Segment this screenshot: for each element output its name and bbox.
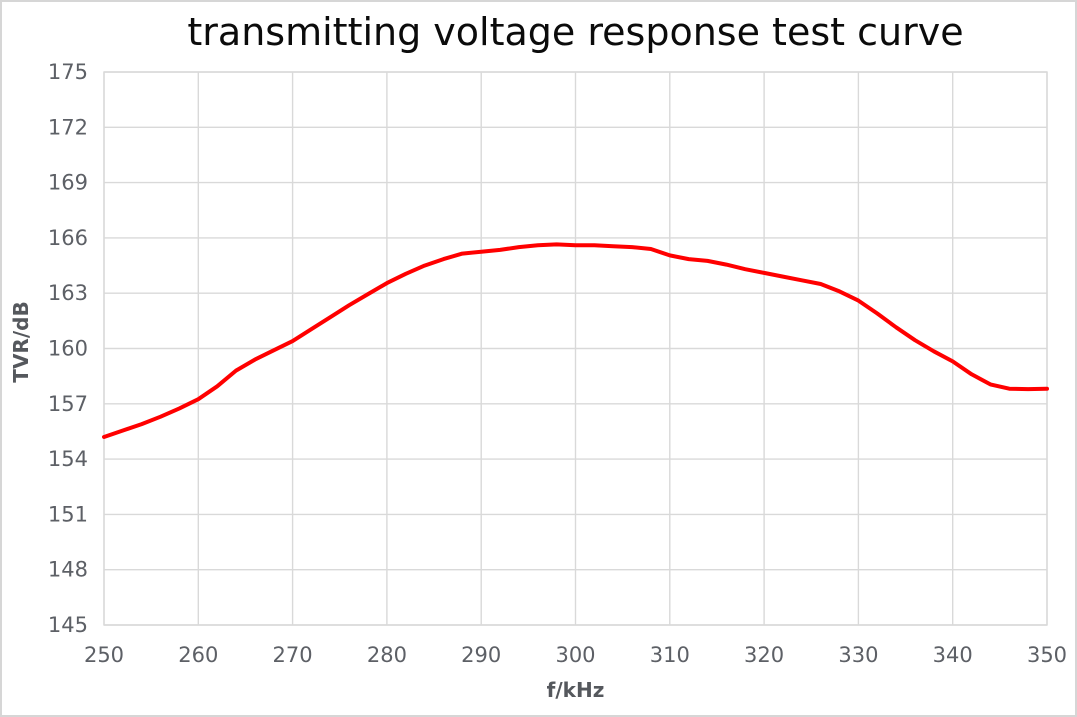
- y-tick-label: 160: [48, 337, 88, 361]
- x-axis-title: f/kHz: [546, 678, 605, 702]
- y-tick-label: 151: [48, 502, 88, 526]
- x-tick-label: 270: [273, 643, 313, 667]
- y-tick-label: 172: [48, 115, 88, 139]
- x-tick-label: 280: [367, 643, 407, 667]
- tvr-curve: [102, 242, 1049, 439]
- y-tick-label: 166: [48, 226, 88, 250]
- x-tick-label: 300: [555, 643, 595, 667]
- plot-border: [103, 71, 1048, 626]
- y-tick-label: 169: [48, 171, 88, 195]
- y-tick-label: 145: [48, 613, 88, 637]
- y-tick-label: 157: [48, 392, 88, 416]
- x-tick-label: 260: [178, 643, 218, 667]
- x-tick-label: 350: [1027, 643, 1067, 667]
- x-tick-label: 290: [461, 643, 501, 667]
- x-tick-label: 320: [744, 643, 784, 667]
- y-tick-label: 163: [48, 281, 88, 305]
- x-tick-label: 330: [838, 643, 878, 667]
- x-tick-label: 340: [933, 643, 973, 667]
- y-tick-label: 148: [48, 558, 88, 582]
- x-tick-label: 310: [650, 643, 690, 667]
- y-tick-label: 175: [48, 60, 88, 84]
- y-axis-title: TVR/dB: [9, 301, 33, 383]
- x-tick-label: 250: [84, 643, 124, 667]
- y-tick-label: 154: [48, 447, 88, 471]
- chart-title: transmitting voltage response test curve: [187, 10, 964, 54]
